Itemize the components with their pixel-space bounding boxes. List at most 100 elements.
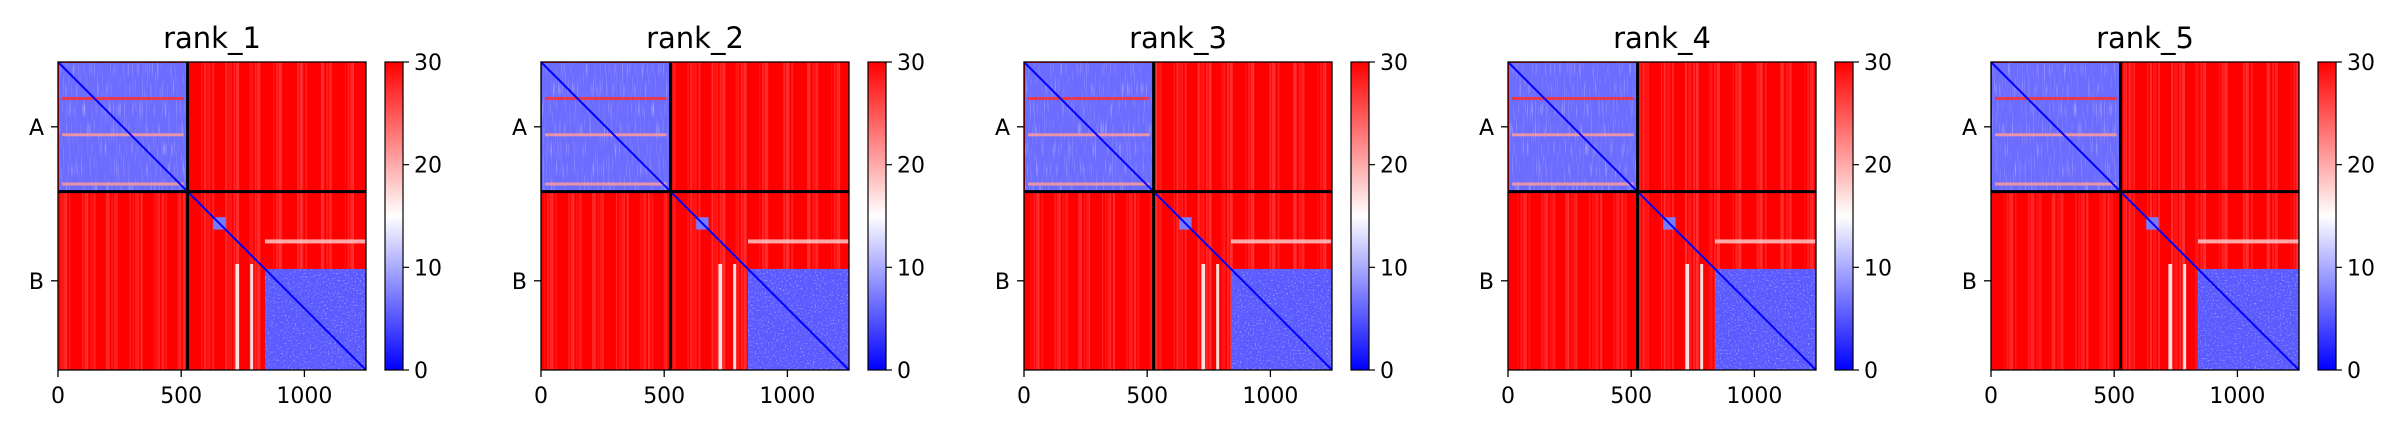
heatmap-streak: [209, 62, 211, 370]
heatmap-streak: [1205, 62, 1208, 370]
heatmap-streak: [90, 62, 93, 370]
heatmap-streak: [785, 62, 789, 370]
heatmap-streak: [1740, 62, 1742, 370]
heatmap-streak: [650, 62, 654, 370]
panel-title: rank_2: [646, 21, 744, 55]
heatmap-streak: [352, 62, 354, 370]
heatmap-streak: [1080, 62, 1082, 370]
block-chain-b-band: [1714, 239, 1816, 244]
heatmap-streak: [1078, 62, 1082, 370]
heatmap-streak: [722, 62, 726, 370]
heatmap-diagonal: [57, 61, 367, 371]
heatmap-streak: [1783, 62, 1785, 370]
block-chain-a-band: [1028, 96, 1150, 100]
heatmap-streak: [2030, 62, 2034, 370]
heatmap-streak: [1647, 62, 1649, 370]
heatmap-streak: [1549, 62, 1552, 370]
axes-frame: [57, 61, 367, 371]
x-tick-label: 500: [160, 384, 202, 409]
block-chain-a-band: [62, 182, 184, 186]
x-tick-label: 1000: [276, 384, 332, 409]
heatmap-streak: [546, 62, 549, 370]
linker-stripe: [1216, 264, 1220, 370]
colorbar-tick-label: 10: [897, 256, 925, 281]
heatmap-streak: [2054, 62, 2056, 370]
heatmap-streak: [836, 62, 840, 370]
heatmap-streak: [2006, 62, 2009, 370]
heatmap-streak: [1541, 62, 1544, 370]
panel-title: rank_1: [163, 21, 261, 55]
linker-stripe: [2183, 264, 2187, 370]
heatmap-streak: [671, 62, 675, 370]
colorbar-tick-label: 0: [897, 359, 911, 384]
heatmap-streak: [1546, 62, 1548, 370]
block-chain-b-band: [2197, 239, 2299, 244]
heatmap-streak: [2171, 62, 2174, 370]
block-chain-b-band: [264, 239, 366, 244]
chain-label: B: [1479, 270, 1494, 295]
heatmap-streak: [839, 62, 841, 370]
colorbar-tick-label: 20: [414, 154, 442, 179]
heatmap-streak: [2059, 62, 2063, 370]
heatmap-streak: [1621, 62, 1624, 370]
heatmap-streak: [153, 62, 156, 370]
heatmap-streak: [1208, 62, 1212, 370]
heatmap-streak: [597, 62, 600, 370]
heatmap-streak: [690, 62, 693, 370]
x-tick-label: 1000: [759, 384, 815, 409]
heatmap-streak: [2134, 62, 2136, 370]
colorbar-tick-label: 20: [1380, 154, 1408, 179]
heatmap-streak: [87, 62, 89, 370]
heatmap-streak: [1785, 62, 1788, 370]
heatmap-streak: [1203, 62, 1205, 370]
chain-label: B: [512, 270, 527, 295]
heatmap-streak: [1224, 62, 1226, 370]
heatmap-streak: [1033, 62, 1036, 370]
panel-title: rank_4: [1613, 21, 1711, 55]
heatmap-streak: [1764, 62, 1767, 370]
heatmap-streak: [2033, 62, 2035, 370]
heatmap-streak: [320, 62, 324, 370]
heatmap-streak: [180, 62, 182, 370]
heatmap-streak: [1528, 62, 1531, 370]
panel-4: rank_4 0 500 1000 A B 0 10 20 30: [1479, 21, 1892, 409]
heatmap-streak: [1732, 62, 1734, 370]
heatmap-streak: [1110, 62, 1112, 370]
heatmap-streak: [1663, 62, 1666, 370]
axes-frame: [1990, 61, 2300, 371]
heatmap-streak: [2083, 62, 2085, 370]
heatmap-streak: [674, 62, 676, 370]
heatmap-streak: [809, 62, 811, 370]
heatmap-streak: [594, 62, 596, 370]
heatmap-streak: [1762, 62, 1764, 370]
heatmap-streak: [2027, 62, 2030, 370]
heatmap-streak: [2102, 62, 2106, 370]
heatmap-streak: [2080, 62, 2084, 370]
x-tick-label: 0: [1501, 384, 1515, 409]
linker-stripe: [250, 264, 254, 370]
heatmap-streak: [233, 62, 236, 370]
heatmap-streak: [647, 62, 650, 370]
heatmap-streak: [1565, 62, 1569, 370]
block-chain-b-band: [1230, 239, 1332, 244]
heatmap-streak: [783, 62, 786, 370]
block-chain-a-band: [1028, 133, 1150, 137]
heatmap-streak: [137, 62, 139, 370]
heatmap-streak: [2126, 62, 2128, 370]
heatmap-streak: [1269, 62, 1272, 370]
heatmap-streak: [1131, 62, 1133, 370]
heatmap-streak: [602, 62, 604, 370]
panel-2: rank_2 0 500 1000 A B 0 10 20 30: [512, 21, 925, 409]
x-tick-label: 500: [2093, 384, 2135, 409]
colorbar-tick-label: 30: [1380, 51, 1408, 76]
heatmap-streak: [249, 62, 253, 370]
heatmap-streak: [63, 62, 67, 370]
heatmap-streak: [642, 62, 646, 370]
heatmap-streak: [1525, 62, 1527, 370]
heatmap-streak: [1059, 62, 1061, 370]
heatmap-streak: [66, 62, 68, 370]
heatmap-streak: [68, 62, 71, 370]
block-chain-b-band: [747, 239, 849, 244]
colorbar: [1350, 61, 1370, 371]
